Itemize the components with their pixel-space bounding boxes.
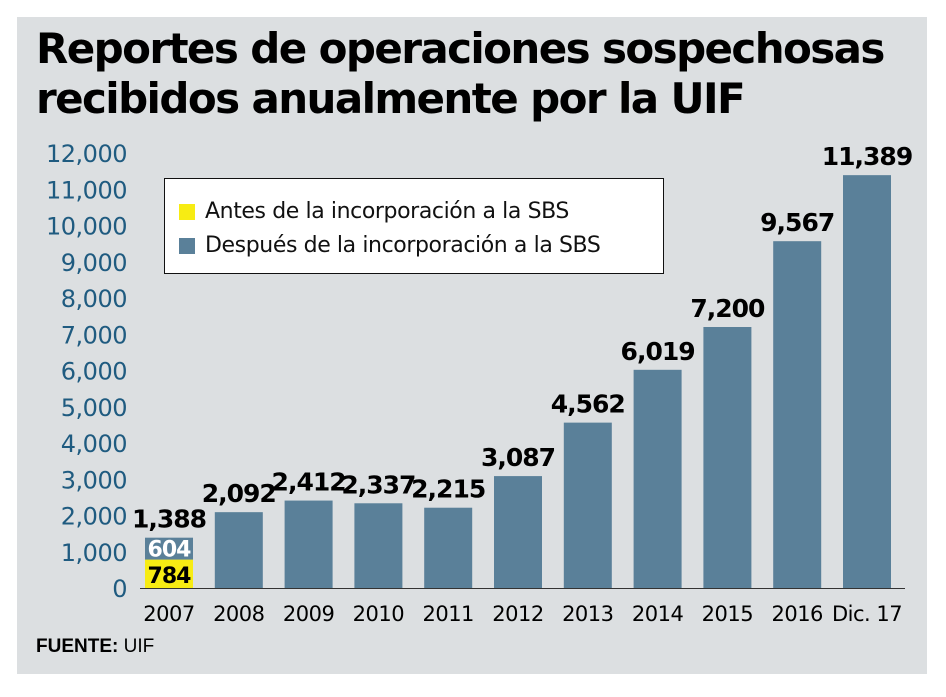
x-tick-label: 2015 [702,602,753,626]
chart-title-line-2: recibidos anualmente por la UIF [36,74,746,123]
y-axis: 0 1,000 2,000 3,000 4,000 5,000 6,000 7,000 8,00… [46,140,127,603]
bar-segment-after [214,512,263,588]
legend: Antes de la incorporación a la SBS Despu… [164,178,664,274]
source-text: UIF [123,636,155,657]
x-tick-label: 2010 [353,602,404,626]
x-tick-label: 2012 [492,602,543,626]
bar-total-label: 11,389 [822,142,912,171]
x-tick-label: 2008 [213,602,264,626]
y-tick-label: 1,000 [61,539,127,567]
bar-segment-after [145,537,193,560]
x-tick-label: 2007 [143,602,194,626]
x-tick-label: 2013 [562,602,613,626]
bar-segment-after [284,500,333,588]
source-label: FUENTE: [36,636,119,657]
x-tick-label: Dic. 17 [832,602,902,626]
x-tick-label: 2009 [283,602,334,626]
segment-label-before: 784 [148,564,192,589]
legend-item-after: Después de la incorporación a la SBS [179,233,601,258]
bar-total-label: 2,092 [202,479,276,508]
bar-segment-after [773,241,822,589]
segment-label-after: 604 [148,538,192,563]
y-tick-label: 11,000 [46,176,127,204]
y-tick-label: 0 [112,575,127,603]
y-tick-label: 3,000 [61,466,127,494]
y-tick-label: 2,000 [61,503,127,531]
bar-segment-after [633,369,682,588]
source-note: FUENTE: UIF [36,636,154,658]
bar-total-label: 6,019 [621,337,695,366]
legend-swatch-before [179,203,195,220]
y-tick-label: 12,000 [46,140,127,168]
bars [145,175,891,589]
bar-total-label: 1,388 [132,505,206,534]
x-tick-label: 2011 [422,602,473,626]
legend-swatch-after [179,237,195,254]
y-tick-label: 4,000 [61,430,127,458]
legend-label-after: Después de la incorporación a la SBS [205,233,601,258]
bar-total-label: 2,337 [341,470,415,499]
chart-title-line-1: Reportes de operaciones sospechosas [36,24,885,73]
x-tick-label: 2014 [632,602,684,626]
bar-segment-after [843,175,891,588]
bar-total-label: 4,562 [551,390,625,419]
x-axis: 2007 2008 2009 2010 2011 2012 2013 2014 2015 2016… [140,588,905,626]
bar-total-label: 3,087 [481,443,555,472]
y-tick-label: 9,000 [61,249,127,277]
y-tick-label: 7,000 [61,321,127,349]
bar-total-label: 9,567 [760,208,834,237]
y-tick-label: 5,000 [61,394,127,422]
bar-total-label: 2,412 [272,468,346,497]
bar-segment-after [354,503,403,588]
bar-segment-before [145,559,193,588]
bar-segment-after [494,476,542,588]
legend-label-before: Antes de la incorporación a la SBS [205,199,569,224]
bar-total-label: 2,215 [411,475,485,504]
bar-total-label: 7,200 [690,294,765,323]
y-tick-label: 6,000 [61,358,127,386]
bar-segment-after [424,507,473,588]
legend-item-before: Antes de la incorporación a la SBS [179,199,569,224]
x-tick-label: 2016 [771,602,823,626]
bar-segment-after [563,422,612,588]
y-tick-label: 10,000 [46,213,127,241]
bar-segment-after [703,327,752,588]
y-tick-label: 8,000 [61,285,127,313]
